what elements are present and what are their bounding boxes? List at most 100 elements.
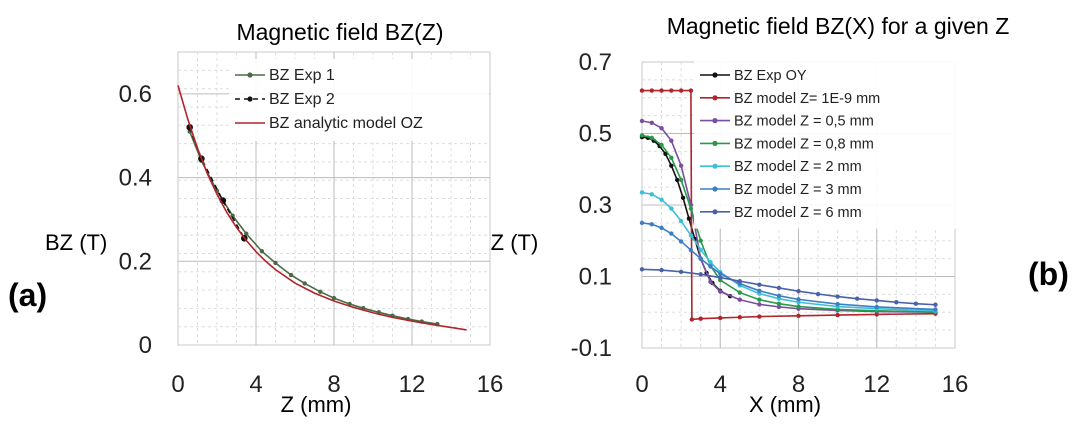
chart-b-title: Magnetic field BZ(X) for a given Z (667, 13, 1010, 39)
chart-b-legend-label: BZ model Z = 2 mm (734, 159, 862, 175)
chart-a-xlabel: Z (mm) (281, 392, 352, 417)
chart-b-data-point (639, 267, 645, 272)
chart-b-data-point (776, 293, 782, 299)
chart-b-data-point (698, 272, 703, 277)
chart-a-ytick-label: 0.2 (119, 248, 152, 275)
chart-b-data-point (639, 133, 645, 138)
chart-a-series-line (188, 127, 245, 239)
chart-a-legend-marker (247, 96, 253, 102)
chart-b-data-point (649, 120, 654, 125)
chart-b-data-point (796, 313, 801, 319)
chart-b-data-point (659, 88, 664, 93)
chart-b-data-point (686, 216, 692, 221)
chart-b-legend-marker (712, 118, 718, 124)
chart-b-data-point (649, 135, 654, 140)
chart-b-data-point (639, 190, 645, 195)
chart-b-data-point (718, 271, 723, 276)
chart-b-data-point (659, 267, 664, 273)
chart-b-data-point (698, 238, 703, 243)
chart-b-legend-label: BZ Exp OY (734, 68, 807, 84)
chart-b-xtick-label: 4 (714, 371, 727, 398)
chart-b-data-point (678, 269, 684, 275)
chart-a-data-point (318, 289, 323, 295)
chart-b-data-point (757, 302, 762, 307)
chart-b-legend-marker (712, 209, 718, 215)
chart-b-data-point (796, 288, 801, 294)
chart-a-legend-label: BZ Exp 2 (269, 91, 335, 108)
chart-b-data-point (708, 260, 713, 265)
chart-b-data-point (835, 301, 840, 307)
chart-b-data-point (675, 177, 680, 183)
chart-b-data-point (659, 142, 664, 148)
chart-b-data-point (913, 301, 919, 306)
chart-b-data-point (854, 296, 860, 301)
chart-b-data-point (688, 247, 694, 253)
chart-b-data-point (688, 88, 694, 93)
chart-a-data-point (259, 249, 265, 254)
chart-b-ytick-label: 0.3 (579, 192, 612, 219)
chart-b-data-point (678, 163, 684, 168)
chart-b-data-point (933, 307, 938, 312)
chart-a-legend-label: BZ Exp 1 (269, 67, 335, 84)
chart-b-data-point (649, 222, 654, 227)
chart-a-data-point (302, 281, 307, 286)
chart-a-xtick-label: 12 (399, 371, 426, 398)
chart-b-legend-label: BZ model Z = 3 mm (734, 182, 862, 198)
chart-b-series-line (641, 120, 936, 314)
chart-b-data-point (669, 163, 674, 168)
chart-b-data-point (669, 138, 674, 143)
chart-b-data-point (678, 88, 684, 93)
chart-b-data-point (698, 256, 703, 261)
chart-b-legend-label: BZ model Z = 6 mm (734, 205, 862, 221)
chart-b-legend-marker (712, 163, 718, 169)
chart-a-ylabel: BZ (T) (45, 230, 107, 255)
chart-b-data-point (796, 297, 801, 302)
chart-b-legend: BZ Exp OY BZ model Z= 1E-9 mm BZ model Z =… (694, 59, 956, 229)
chart-b-data-point (678, 239, 684, 244)
chart-b-data-point (933, 302, 938, 307)
chart-b-data-point (688, 233, 694, 238)
chart-b-data-point (718, 315, 723, 321)
chart-b-data-point (718, 275, 723, 280)
chart-b-xtick-label: 0 (635, 371, 648, 398)
chart-b-data-point (737, 315, 743, 320)
chart-b-data-point (737, 278, 743, 284)
chart-a-legend-label: BZ analytic model OZ (269, 115, 423, 132)
chart-b-data-point (894, 300, 899, 305)
chart-b-data-point (718, 289, 723, 294)
chart-b-plot: 0 4 8 12 16 -0.1 0.1 0.3 0.5 0.7 BZ Exp OY BZ model… (571, 49, 969, 398)
chart-b-series-6 (639, 220, 938, 312)
panel-b-label: (b) (1028, 256, 1069, 292)
chart-b-data-point (659, 225, 664, 231)
chart-b-series-line (641, 191, 936, 312)
chart-b-data-point (835, 312, 840, 318)
chart-a-xtick-label: 16 (477, 371, 504, 398)
chart-b-data-point (708, 264, 713, 269)
chart-b-data-point (698, 247, 703, 252)
chart-b-data-point (796, 304, 801, 309)
chart-b-data-point (678, 218, 684, 224)
chart-b-legend-marker (712, 95, 718, 101)
chart-b-ytick-label: 0.1 (579, 264, 612, 291)
chart-a-data-point (331, 295, 337, 301)
chart-b-data-point (649, 192, 654, 197)
chart-b-ytick-label: -0.1 (571, 335, 612, 362)
chart-b-data-point (669, 155, 674, 161)
chart-b-xtick-label: 8 (792, 371, 805, 398)
chart-b-data-point (776, 285, 782, 291)
chart-a-ytick-label: 0.6 (119, 81, 152, 108)
chart-b-data-point (669, 231, 674, 236)
chart-b-legend-marker (712, 140, 718, 146)
chart-a-ytick-label: 0 (139, 332, 152, 359)
chart-b-data-point (669, 88, 674, 93)
chart-b-data-point (757, 288, 762, 293)
chart-a-xtick-label: 0 (171, 371, 184, 398)
chart-a-title: Magnetic field BZ(Z) (236, 19, 443, 45)
chart-b-data-point (659, 197, 664, 202)
chart-a-legend-box (229, 59, 489, 141)
chart-b-data-point (737, 297, 743, 302)
chart-b-series-7 (639, 267, 938, 307)
chart-b-legend-marker (712, 72, 718, 78)
